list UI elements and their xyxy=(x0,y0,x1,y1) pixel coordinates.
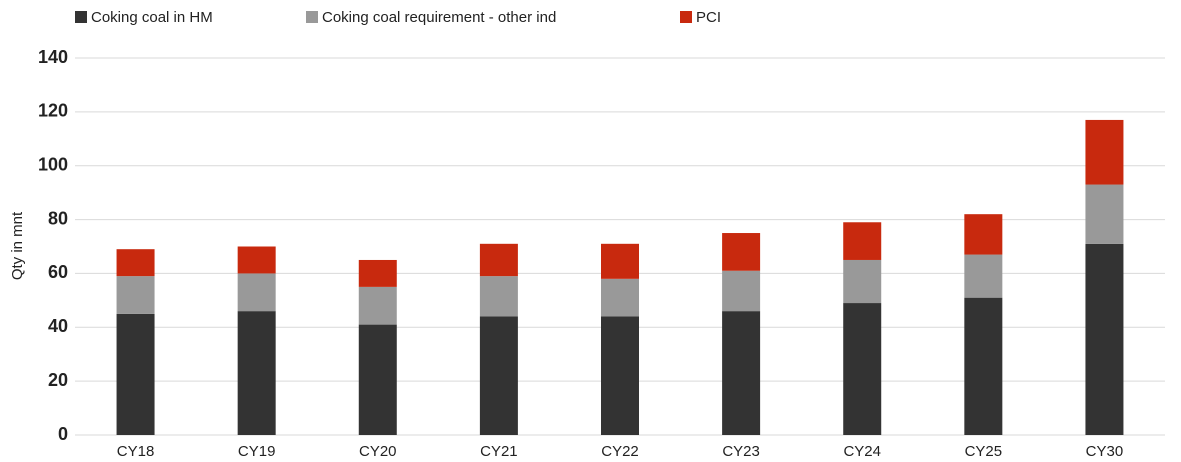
bar-segment xyxy=(116,313,155,435)
legend-swatch xyxy=(75,11,87,23)
bar-segment xyxy=(722,233,761,271)
x-tick-label: CY21 xyxy=(480,443,518,460)
bar-segment xyxy=(479,316,518,435)
bar-segment xyxy=(237,246,276,274)
bar-segment xyxy=(964,297,1003,435)
bar-segment xyxy=(601,278,639,317)
bar-segment xyxy=(843,259,882,304)
bar-segment xyxy=(1085,119,1124,185)
bar-segment xyxy=(843,222,882,260)
bar-segment xyxy=(237,311,276,435)
bar-segment xyxy=(479,276,518,317)
y-tick-label: 40 xyxy=(48,316,68,336)
legend-swatch xyxy=(306,11,318,23)
bar-segment xyxy=(116,249,155,277)
y-tick-label: 80 xyxy=(48,208,68,228)
bar-segment xyxy=(601,243,639,279)
y-tick-label: 100 xyxy=(38,154,68,174)
bar-segment xyxy=(237,273,276,312)
bar-segment xyxy=(601,316,639,435)
bar-segment xyxy=(1085,184,1124,244)
bar-segment xyxy=(479,243,518,277)
x-tick-label: CY23 xyxy=(722,443,760,460)
bar-segment xyxy=(964,254,1003,298)
legend-label: Coking coal in HM xyxy=(91,9,213,26)
y-tick-label: 60 xyxy=(48,262,68,282)
legend-label: PCI xyxy=(696,9,721,26)
x-tick-label: CY18 xyxy=(117,443,155,460)
bar-segment xyxy=(358,286,397,325)
legend-label: Coking coal requirement - other ind xyxy=(322,9,556,26)
bar-segment xyxy=(358,259,397,287)
legend-swatch xyxy=(680,11,692,23)
x-tick-label: CY20 xyxy=(359,443,397,460)
x-tick-label: CY30 xyxy=(1086,443,1124,460)
bar-segment xyxy=(964,214,1003,255)
bar-segment xyxy=(722,311,761,435)
x-tick-label: CY19 xyxy=(238,443,276,460)
x-tick-label: CY24 xyxy=(843,443,881,460)
bar-segment xyxy=(358,324,397,435)
bar-segment xyxy=(1085,243,1124,435)
x-tick-label: CY22 xyxy=(601,443,639,460)
x-tick-label: CY25 xyxy=(965,443,1003,460)
y-tick-label: 0 xyxy=(58,424,68,444)
bar-segment xyxy=(843,303,882,435)
y-axis-label: Qty in mnt xyxy=(9,211,26,280)
y-tick-label: 120 xyxy=(38,101,68,121)
y-tick-label: 140 xyxy=(38,47,68,67)
bar-segment xyxy=(116,276,155,314)
y-tick-label: 20 xyxy=(48,370,68,390)
bar-segment xyxy=(722,270,761,312)
